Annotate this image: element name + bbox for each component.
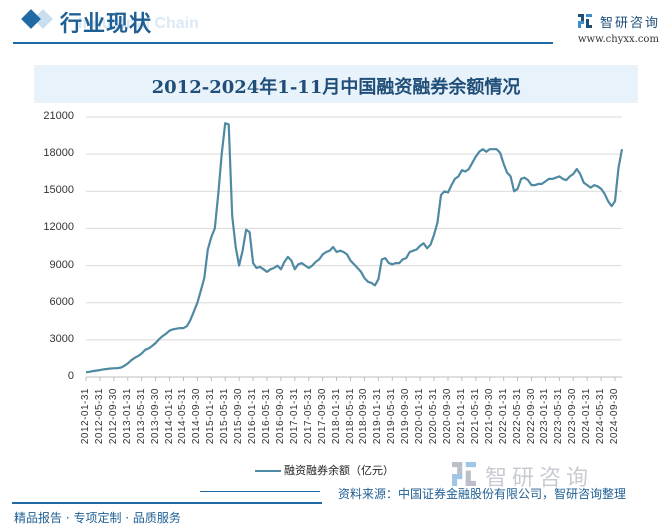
x-tick-label: 2020-05-31 — [428, 388, 440, 445]
x-tick-label: 2012-09-30 — [107, 388, 119, 445]
x-tick-label: 2012-05-31 — [93, 388, 105, 445]
x-tick-label: 2019-01-31 — [372, 388, 384, 445]
y-tick-label: 9000 — [49, 258, 74, 271]
series-line-margin-balance — [85, 122, 624, 374]
x-tick-label: 2024-01-31 — [581, 388, 593, 445]
x-tick-label: 2021-05-31 — [469, 388, 481, 445]
x-tick-label: 2017-01-31 — [288, 388, 300, 445]
report-header: Industrial Chain 行业现状 智研咨询 www.chyxx.com — [0, 0, 672, 50]
x-tick-label: 2015-09-30 — [233, 388, 245, 445]
x-tick-label: 2021-09-30 — [483, 388, 495, 445]
x-tick-label: 2016-01-31 — [247, 388, 259, 445]
x-tick-label: 2020-01-31 — [414, 388, 426, 445]
legend-line-swatch — [255, 470, 281, 472]
y-tick-label: 3000 — [49, 332, 74, 345]
gridlines — [86, 116, 622, 341]
x-tick-label: 2014-09-30 — [191, 388, 203, 445]
x-tick-label: 2017-09-30 — [316, 388, 328, 445]
x-tick-label: 2024-09-30 — [609, 388, 621, 445]
footer-divider — [12, 502, 322, 504]
y-tick-label: 0 — [67, 370, 74, 382]
x-tick-label: 2014-05-31 — [177, 388, 189, 445]
x-tick-label: 2015-01-31 — [205, 388, 217, 445]
x-tick-label: 2014-01-31 — [163, 388, 175, 445]
x-tick-label: 2019-09-30 — [400, 388, 412, 445]
header-ghost-text: Industrial Chain — [78, 15, 199, 32]
x-tick-label: 2017-05-31 — [302, 388, 314, 445]
x-tick-label: 2023-01-31 — [539, 388, 551, 445]
x-tick-label: 2018-01-31 — [330, 388, 342, 445]
x-tick-label: 2023-09-30 — [567, 388, 579, 445]
x-tick-label: 2019-05-31 — [386, 388, 398, 445]
header-divider — [13, 42, 553, 44]
watermark-text: 智研咨询 — [485, 466, 594, 491]
brand-logo-icon — [578, 14, 592, 28]
x-tick-label: 2021-01-31 — [455, 388, 467, 445]
y-tick-label: 18000 — [43, 147, 74, 160]
y-tick-label: 6000 — [49, 295, 74, 308]
source-divider — [200, 491, 320, 492]
x-tick-label: 2013-09-30 — [149, 388, 161, 445]
legend-label: 融资融券余额（亿元） — [284, 464, 394, 477]
x-tick-label: 2012-01-31 — [80, 388, 91, 445]
section-title: 行业现状 — [60, 12, 153, 37]
y-tick-label: 21000 — [43, 110, 74, 122]
chart-title-band: 2012-2024年1-11月中国融资融券余额情况 — [34, 65, 638, 103]
x-tick-label: 2023-05-31 — [553, 388, 565, 445]
x-tick-label: 2016-09-30 — [274, 388, 286, 445]
x-tick-label: 2018-05-31 — [344, 388, 356, 445]
x-tick-label: 2020-09-30 — [441, 388, 453, 445]
chart-title: 2012-2024年1-11月中国融资融券余额情况 — [151, 77, 521, 98]
x-tick-label: 2022-05-31 — [511, 388, 523, 445]
x-tick-label: 2022-09-30 — [525, 388, 537, 445]
legend: 融资融券余额（亿元） — [255, 462, 394, 478]
x-tick-label: 2018-09-30 — [358, 388, 370, 445]
watermark-brand: 智研咨询 — [452, 460, 594, 492]
x-tick-label: 2016-05-31 — [260, 388, 272, 445]
footer-tagline: 精品报告 · 专项定制 · 品质服务 — [14, 511, 181, 525]
y-tick-label: 15000 — [43, 184, 74, 197]
x-tick-label: 2022-01-31 — [497, 388, 509, 445]
x-tick-label: 2013-01-31 — [121, 388, 133, 445]
brand-name: 智研咨询 — [600, 16, 661, 31]
x-tick-label: 2024-05-31 — [595, 388, 607, 445]
brand-url: www.chyxx.com — [578, 34, 659, 45]
x-tick-label: 2015-05-31 — [219, 388, 231, 445]
y-tick-label: 12000 — [43, 221, 74, 234]
x-axis-ticks — [85, 377, 616, 381]
watermark-logo-icon — [452, 462, 476, 486]
x-tick-label: 2013-05-31 — [135, 388, 147, 445]
source-note: 资料来源：中国证券金融股份有限公司，智研咨询整理 — [338, 487, 627, 501]
